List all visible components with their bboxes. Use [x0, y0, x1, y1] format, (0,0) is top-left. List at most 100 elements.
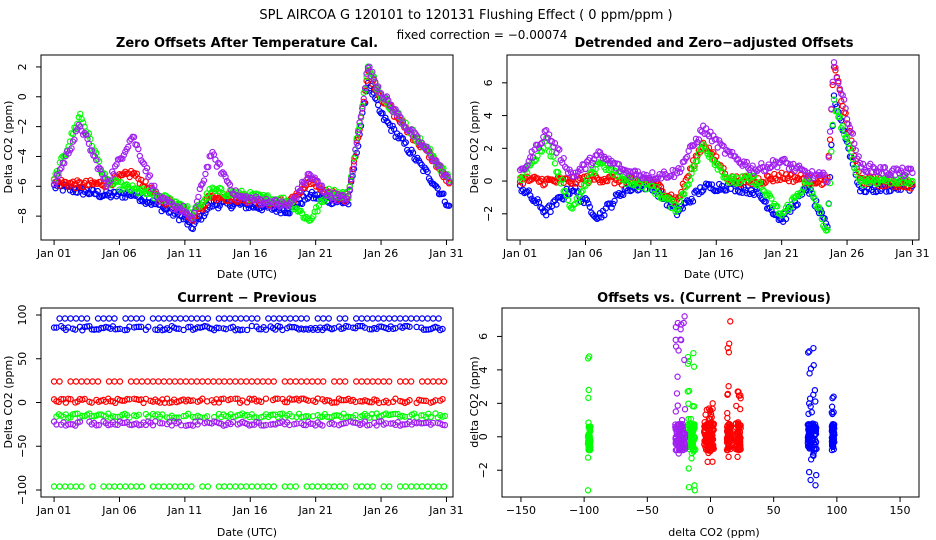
data-point	[657, 175, 665, 182]
data-point	[807, 476, 814, 484]
data-point	[709, 458, 716, 465]
data-point	[166, 315, 173, 322]
data-point	[443, 171, 450, 179]
y-tick-label: −100	[16, 475, 29, 505]
data-point	[111, 315, 118, 322]
data-point	[144, 378, 151, 385]
data-point	[543, 212, 550, 219]
data-point	[145, 173, 152, 181]
data-point	[182, 483, 190, 490]
data-point	[723, 423, 731, 431]
data-point	[171, 378, 179, 385]
data-point	[790, 160, 797, 168]
data-point	[112, 421, 119, 428]
data-point	[729, 148, 736, 156]
data-point	[259, 378, 267, 385]
data-point	[631, 167, 639, 174]
data-point	[878, 170, 886, 177]
data-point	[583, 196, 591, 204]
data-point	[248, 378, 256, 385]
data-point	[175, 208, 183, 215]
data-point	[173, 325, 180, 332]
y-tick-label: −8	[16, 208, 29, 224]
data-point	[544, 175, 551, 182]
data-point	[685, 483, 693, 491]
y-tick-label: 4	[482, 112, 495, 119]
data-point	[527, 154, 534, 161]
data-point	[138, 315, 146, 322]
data-point	[843, 134, 851, 141]
data-point	[710, 421, 717, 429]
data-point	[540, 133, 547, 141]
data-point	[576, 192, 583, 199]
data-point	[688, 170, 695, 177]
data-point	[418, 315, 426, 322]
data-point	[804, 434, 812, 441]
data-point	[142, 167, 149, 175]
data-point	[670, 201, 678, 208]
data-point	[345, 193, 352, 200]
series-green	[584, 349, 699, 494]
data-point	[83, 378, 91, 385]
data-point	[95, 164, 103, 171]
data-point	[445, 178, 453, 186]
data-point	[385, 483, 393, 490]
data-point	[232, 187, 239, 194]
data-point	[78, 315, 85, 322]
data-point	[83, 323, 91, 330]
data-point	[891, 179, 899, 186]
data-point	[859, 160, 867, 168]
data-point	[182, 315, 190, 322]
data-point	[159, 411, 166, 418]
data-point	[360, 98, 367, 105]
data-point	[67, 378, 74, 385]
data-point	[687, 421, 695, 428]
y-tick-label: 0	[482, 178, 495, 185]
data-point	[808, 409, 816, 416]
data-point	[148, 182, 155, 190]
data-point	[884, 171, 891, 178]
data-point	[122, 483, 129, 490]
data-point	[734, 430, 742, 438]
data-point	[725, 349, 733, 356]
data-point	[210, 378, 217, 385]
data-point	[727, 427, 734, 435]
data-point	[544, 142, 551, 149]
data-point	[287, 315, 294, 322]
x-tick-label: Jan 01	[36, 504, 71, 517]
data-point	[155, 483, 162, 490]
data-point	[735, 434, 742, 442]
data-point	[427, 152, 434, 159]
data-point	[424, 168, 431, 176]
data-point	[232, 378, 239, 385]
data-point	[759, 186, 766, 194]
data-point	[620, 191, 627, 199]
data-point	[149, 315, 157, 322]
y-axis-label: Delta CO2 (ppm)	[468, 101, 481, 194]
y-tick-label: −2	[482, 206, 495, 222]
data-point	[672, 336, 679, 344]
data-point	[842, 105, 849, 112]
data-point	[684, 182, 691, 189]
panel-title: Detrended and Zero−adjusted Offsets	[574, 36, 853, 51]
data-point	[353, 483, 360, 490]
data-point	[707, 444, 714, 451]
data-point	[585, 200, 592, 207]
data-point	[588, 168, 595, 176]
data-point	[93, 422, 100, 429]
data-point	[290, 195, 297, 202]
data-point	[372, 78, 379, 86]
data-point	[369, 378, 376, 385]
data-point	[537, 141, 544, 148]
data-point	[740, 178, 748, 186]
data-point	[749, 189, 756, 197]
data-point	[342, 483, 349, 490]
data-point	[350, 155, 358, 162]
x-tick-label: Jan 01	[36, 247, 71, 260]
data-point	[725, 383, 732, 390]
x-tick-label: Jan 16	[698, 247, 733, 260]
data-point	[254, 315, 261, 322]
data-point	[216, 202, 223, 209]
data-point	[569, 205, 576, 212]
data-point	[114, 178, 122, 185]
